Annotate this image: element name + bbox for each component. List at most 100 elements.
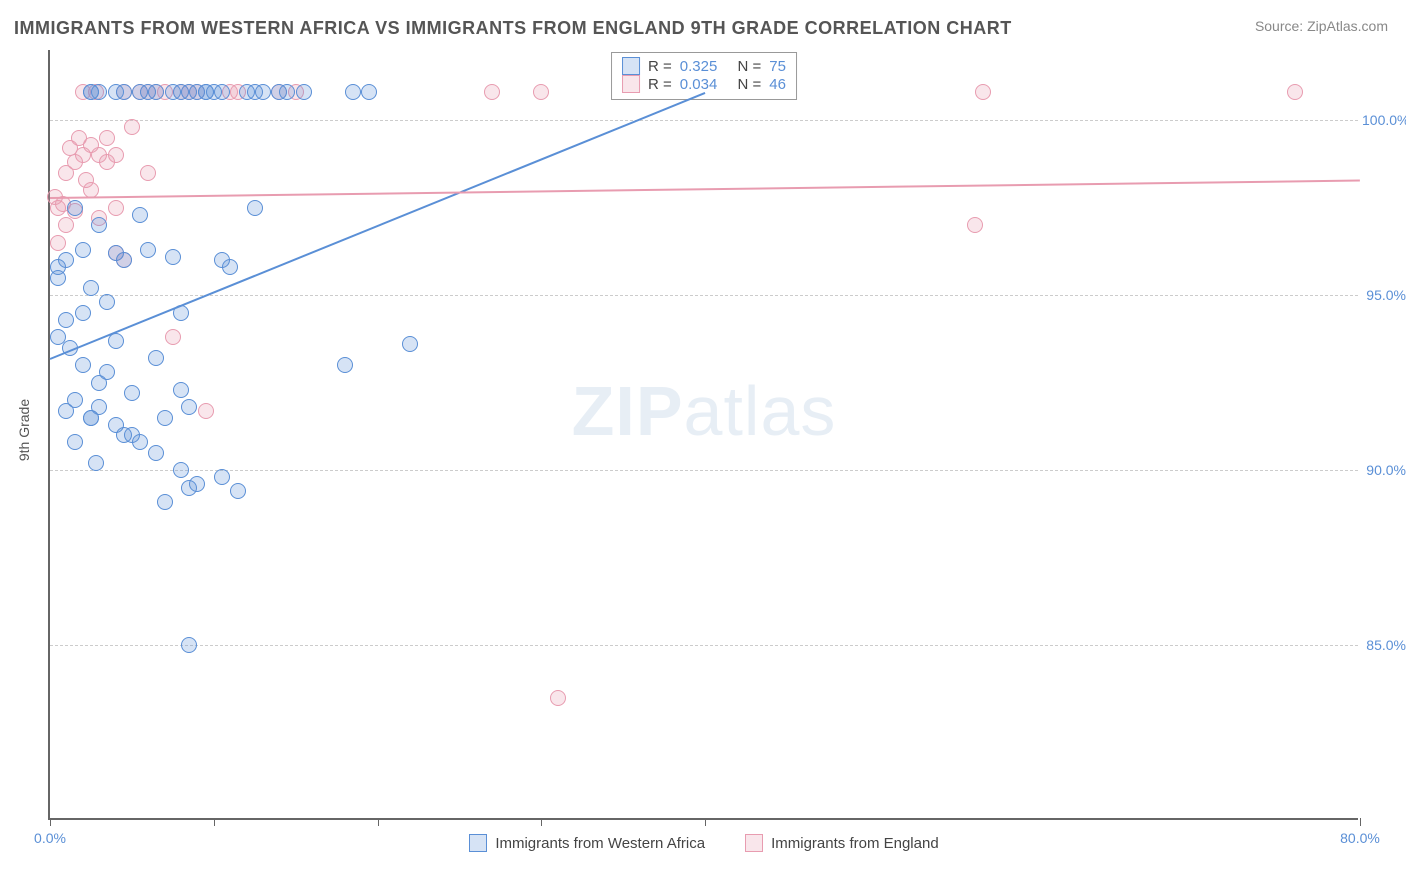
y-tick-label: 85.0% xyxy=(1362,637,1406,653)
scatter-point-series-0 xyxy=(83,280,99,296)
scatter-point-series-0 xyxy=(108,333,124,349)
stat-n-label: N = xyxy=(738,58,762,75)
scatter-point-series-1 xyxy=(533,84,549,100)
scatter-point-series-0 xyxy=(75,305,91,321)
scatter-point-series-1 xyxy=(58,217,74,233)
scatter-point-series-0 xyxy=(337,357,353,373)
x-tick-mark xyxy=(705,818,706,826)
scatter-point-series-0 xyxy=(279,84,295,100)
scatter-point-series-1 xyxy=(50,235,66,251)
x-tick-mark xyxy=(1360,818,1361,826)
watermark-bold: ZIP xyxy=(572,372,684,450)
chart-container: IMMIGRANTS FROM WESTERN AFRICA VS IMMIGR… xyxy=(0,0,1406,892)
stat-row-series-1: R = 0.034 N = 46 xyxy=(622,75,786,93)
stat-n-value-1: 46 xyxy=(769,76,786,93)
gridline-y xyxy=(50,645,1358,646)
scatter-point-series-0 xyxy=(75,357,91,373)
scatter-point-series-0 xyxy=(165,249,181,265)
scatter-point-series-0 xyxy=(58,252,74,268)
legend-item-0: Immigrants from Western Africa xyxy=(469,834,705,852)
scatter-point-series-0 xyxy=(148,84,164,100)
regression-line-series-0 xyxy=(50,92,706,360)
watermark-light: atlas xyxy=(684,372,837,450)
scatter-point-series-0 xyxy=(91,217,107,233)
scatter-point-series-1 xyxy=(124,119,140,135)
scatter-point-series-0 xyxy=(222,259,238,275)
scatter-point-series-0 xyxy=(67,200,83,216)
x-tick-label: 80.0% xyxy=(1340,830,1380,846)
scatter-point-series-0 xyxy=(173,305,189,321)
scatter-point-series-0 xyxy=(255,84,271,100)
source-label: Source: ZipAtlas.com xyxy=(1255,18,1388,34)
scatter-point-series-0 xyxy=(58,312,74,328)
scatter-point-series-0 xyxy=(230,483,246,499)
scatter-point-series-0 xyxy=(157,494,173,510)
x-tick-label: 0.0% xyxy=(34,830,66,846)
plot-area: ZIPatlas R = 0.325 N = 75 R = 0.034 N = … xyxy=(48,50,1358,820)
watermark: ZIPatlas xyxy=(572,371,837,451)
bottom-legend: Immigrants from Western Africa Immigrant… xyxy=(50,834,1358,852)
x-tick-mark xyxy=(50,818,51,826)
gridline-y xyxy=(50,470,1358,471)
gridline-y xyxy=(50,295,1358,296)
regression-line-series-1 xyxy=(50,180,1360,199)
title-bar: IMMIGRANTS FROM WESTERN AFRICA VS IMMIGR… xyxy=(14,18,1392,39)
x-tick-mark xyxy=(378,818,379,826)
scatter-point-series-0 xyxy=(361,84,377,100)
legend-swatch-0 xyxy=(469,834,487,852)
scatter-point-series-0 xyxy=(247,200,263,216)
scatter-point-series-0 xyxy=(214,84,230,100)
scatter-point-series-0 xyxy=(296,84,312,100)
scatter-point-series-1 xyxy=(1287,84,1303,100)
legend-label-1: Immigrants from England xyxy=(771,835,939,852)
scatter-point-series-0 xyxy=(91,84,107,100)
scatter-point-series-1 xyxy=(108,147,124,163)
stat-row-series-0: R = 0.325 N = 75 xyxy=(622,57,786,75)
scatter-point-series-0 xyxy=(214,469,230,485)
scatter-point-series-0 xyxy=(91,399,107,415)
scatter-point-series-1 xyxy=(108,200,124,216)
scatter-point-series-0 xyxy=(116,84,132,100)
scatter-point-series-1 xyxy=(198,403,214,419)
scatter-point-series-1 xyxy=(140,165,156,181)
legend-swatch-1 xyxy=(745,834,763,852)
scatter-point-series-0 xyxy=(116,252,132,268)
scatter-point-series-1 xyxy=(967,217,983,233)
scatter-point-series-0 xyxy=(88,455,104,471)
scatter-point-series-0 xyxy=(75,242,91,258)
scatter-point-series-0 xyxy=(345,84,361,100)
scatter-point-series-0 xyxy=(132,207,148,223)
scatter-point-series-1 xyxy=(975,84,991,100)
y-tick-label: 100.0% xyxy=(1362,112,1406,128)
y-tick-label: 90.0% xyxy=(1362,462,1406,478)
scatter-point-series-1 xyxy=(83,182,99,198)
scatter-point-series-0 xyxy=(402,336,418,352)
scatter-point-series-1 xyxy=(99,130,115,146)
legend-item-1: Immigrants from England xyxy=(745,834,939,852)
legend-label-0: Immigrants from Western Africa xyxy=(495,835,705,852)
scatter-point-series-0 xyxy=(99,364,115,380)
x-tick-mark xyxy=(541,818,542,826)
scatter-point-series-0 xyxy=(173,462,189,478)
scatter-point-series-0 xyxy=(157,410,173,426)
stat-r-label: R = xyxy=(648,58,672,75)
x-tick-mark xyxy=(214,818,215,826)
scatter-point-series-0 xyxy=(67,434,83,450)
y-tick-label: 95.0% xyxy=(1362,287,1406,303)
scatter-point-series-0 xyxy=(124,385,140,401)
scatter-point-series-0 xyxy=(99,294,115,310)
stat-r-value-1: 0.034 xyxy=(680,76,718,93)
y-axis-label: 9th Grade xyxy=(16,399,32,461)
swatch-series-1 xyxy=(622,75,640,93)
scatter-point-series-0 xyxy=(173,382,189,398)
scatter-point-series-0 xyxy=(62,340,78,356)
chart-title: IMMIGRANTS FROM WESTERN AFRICA VS IMMIGR… xyxy=(14,18,1012,38)
scatter-point-series-0 xyxy=(181,399,197,415)
stat-r-label: R = xyxy=(648,76,672,93)
scatter-point-series-0 xyxy=(140,242,156,258)
stat-n-label: N = xyxy=(738,76,762,93)
scatter-point-series-0 xyxy=(189,476,205,492)
stat-n-value-0: 75 xyxy=(769,58,786,75)
scatter-point-series-1 xyxy=(165,329,181,345)
scatter-point-series-1 xyxy=(484,84,500,100)
